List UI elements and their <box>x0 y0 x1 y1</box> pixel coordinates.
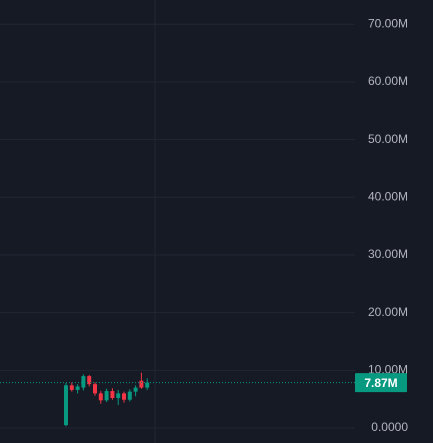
candle-body <box>127 391 132 400</box>
y-tick-label: 50.00M <box>368 132 408 146</box>
candle-body <box>122 393 126 400</box>
candle-body <box>87 376 92 385</box>
candle-body <box>69 385 74 390</box>
candle-body <box>93 384 97 394</box>
candle-body <box>145 382 150 388</box>
candle-body <box>81 376 86 388</box>
y-tick-label: 60.00M <box>368 74 408 88</box>
y-tick-label: 30.00M <box>368 247 408 261</box>
candle-body <box>98 393 103 401</box>
candle-body <box>64 385 68 426</box>
candle-body <box>104 391 109 401</box>
candle-body <box>139 380 144 388</box>
y-tick-label: 70.00M <box>368 16 408 30</box>
y-tick-label: 0.0000 <box>371 420 408 434</box>
y-tick-label: 10.00M <box>368 362 408 376</box>
candle-body <box>116 393 121 399</box>
y-tick-label: 40.00M <box>368 189 408 203</box>
candle-body <box>75 386 80 390</box>
last-price-label: 7.87M <box>364 376 397 390</box>
y-tick-label: 20.00M <box>368 305 408 319</box>
last-price-box <box>355 373 407 393</box>
candle-body <box>133 387 138 392</box>
candle-body <box>110 391 115 399</box>
